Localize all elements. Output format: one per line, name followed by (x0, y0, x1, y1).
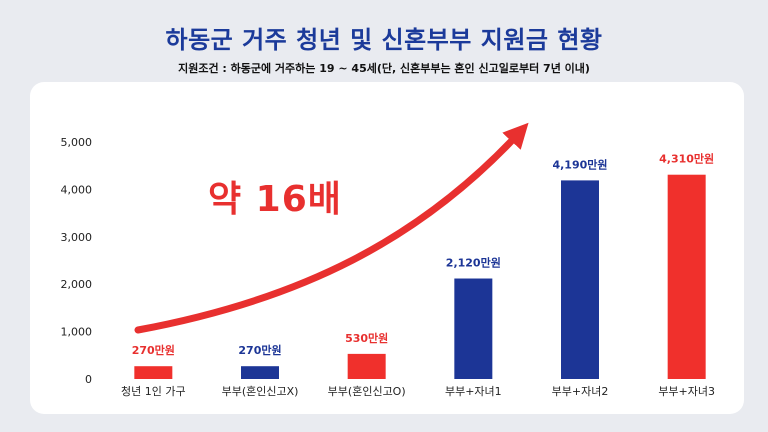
bar (667, 174, 706, 379)
x-category-label: 부부+자녀1 (445, 385, 502, 398)
x-category-label: 부부+자녀3 (658, 385, 715, 398)
y-tick-label: 4,000 (61, 183, 93, 196)
bar (134, 366, 173, 379)
x-category-label: 청년 1인 가구 (121, 385, 186, 398)
y-tick-label: 0 (85, 373, 92, 386)
growth-arrow (134, 122, 529, 334)
bar-data-label: 4,190만원 (552, 157, 607, 171)
y-tick-label: 1,000 (61, 326, 93, 339)
bar-data-label: 270만원 (238, 343, 281, 357)
bar (454, 278, 493, 379)
bar (561, 180, 599, 379)
page-title: 하동군 거주 청년 및 신혼부부 지원금 현황 (165, 26, 603, 54)
x-category-label: 부부(혼인신고O) (328, 385, 406, 398)
bar-data-label: 2,120만원 (446, 256, 501, 270)
y-tick-label: 2,000 (61, 278, 93, 291)
x-category-label: 부부+자녀2 (552, 385, 609, 398)
x-category-label: 부부(혼인신고X) (222, 385, 299, 398)
y-tick-label: 5,000 (61, 136, 93, 149)
page-subtitle: 지원조건 : 하동군에 거주하는 19 ~ 45세(단, 신혼부부는 혼인 신고… (178, 62, 590, 75)
y-tick-label: 3,000 (61, 231, 93, 244)
bar-data-label: 4,310만원 (659, 152, 714, 166)
bar (347, 353, 386, 379)
bar-data-label: 270만원 (132, 343, 175, 357)
chart-card (30, 82, 744, 414)
bar (241, 366, 279, 379)
bar-data-label: 530만원 (345, 331, 388, 345)
growth-callout: 약 16배 (208, 179, 342, 220)
